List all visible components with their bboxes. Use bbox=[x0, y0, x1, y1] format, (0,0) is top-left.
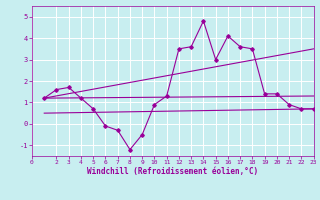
X-axis label: Windchill (Refroidissement éolien,°C): Windchill (Refroidissement éolien,°C) bbox=[87, 167, 258, 176]
